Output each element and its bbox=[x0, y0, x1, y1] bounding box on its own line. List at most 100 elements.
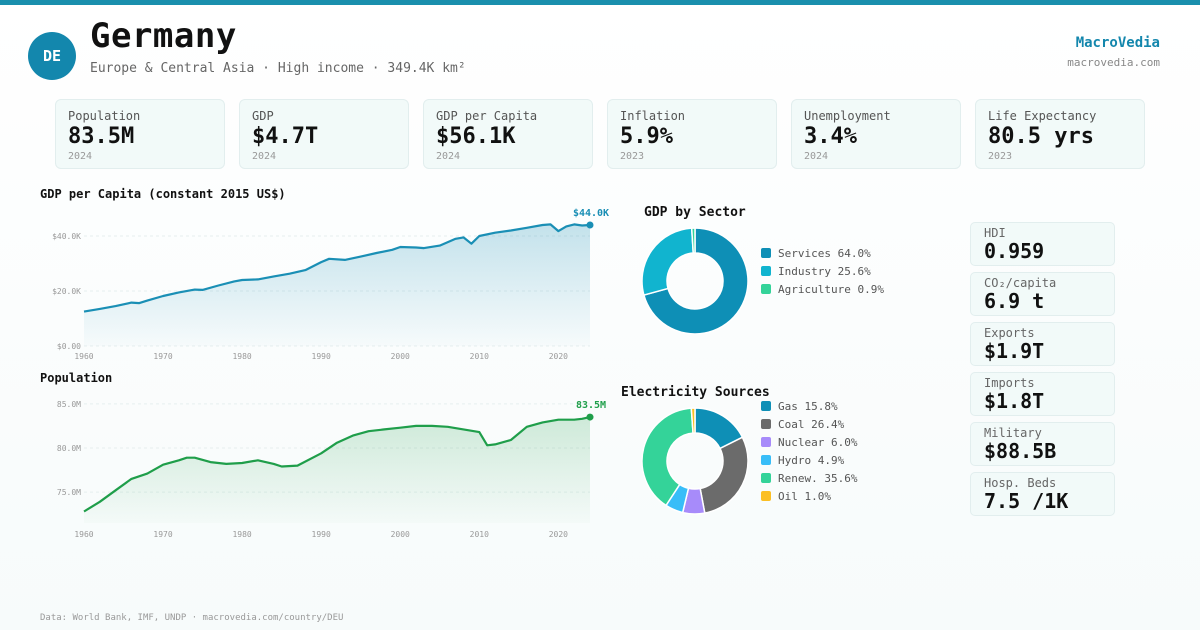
population-chart-title: Population bbox=[40, 371, 113, 385]
x-tick-label: 2010 bbox=[470, 352, 489, 361]
stat-value: $4.7T bbox=[252, 124, 319, 149]
indicator-label: HDI bbox=[984, 226, 1006, 240]
sector-legend: Services 64.0% Industry 25.6% Agriculture … bbox=[761, 244, 884, 298]
x-tick-label: 1960 bbox=[74, 352, 93, 361]
legend-swatch bbox=[761, 419, 771, 429]
indicator-label: Exports bbox=[984, 326, 1035, 340]
legend-item: Coal 26.4% bbox=[761, 415, 857, 433]
legend-label: Coal 26.4% bbox=[778, 417, 845, 431]
stat-card-inflation: Inflation 5.9% 2023 bbox=[607, 99, 777, 169]
legend-item: Services 64.0% bbox=[761, 244, 884, 262]
stat-value: 83.5M bbox=[68, 124, 135, 149]
legend-swatch bbox=[761, 437, 771, 447]
stat-year: 2024 bbox=[252, 151, 277, 162]
legend-swatch bbox=[761, 248, 771, 258]
page-title: Germany bbox=[90, 16, 237, 56]
donut-slice[interactable] bbox=[690, 227, 696, 254]
series-end-label: $44.0K bbox=[573, 208, 609, 219]
x-tick-label: 2000 bbox=[391, 352, 410, 361]
stat-label: GDP per Capita bbox=[436, 109, 538, 123]
stat-value: 5.9% bbox=[620, 124, 673, 149]
x-tick-label: 1990 bbox=[312, 352, 331, 361]
stat-year: 2023 bbox=[988, 151, 1013, 162]
legend-item: Agriculture 0.9% bbox=[761, 280, 884, 298]
stat-cards: Population 83.5M 2024 GDP $4.7T 2024 GDP… bbox=[55, 99, 1145, 171]
y-tick-label: $40.0K bbox=[52, 232, 81, 241]
series-end-point bbox=[586, 221, 594, 229]
donut-slice[interactable] bbox=[690, 407, 696, 434]
legend-label: Industry 25.6% bbox=[778, 264, 871, 278]
series-area bbox=[84, 224, 590, 346]
legend-item: Nuclear 6.0% bbox=[761, 433, 857, 451]
stat-year: 2024 bbox=[68, 151, 93, 162]
indicator-value: $1.8T bbox=[984, 389, 1045, 413]
country-code-badge: DE bbox=[28, 32, 76, 80]
population-chart: 75.0M 80.0M 85.0M 1960 1970 1980 1990 2000 2010 2… bbox=[57, 400, 606, 539]
x-tick-label: 2020 bbox=[549, 352, 568, 361]
legend-item: Hydro 4.9% bbox=[761, 451, 857, 469]
donut-slice[interactable] bbox=[641, 227, 695, 297]
legend-swatch bbox=[761, 284, 771, 294]
legend-swatch bbox=[761, 455, 771, 465]
legend-swatch bbox=[761, 266, 771, 276]
stat-year: 2024 bbox=[804, 151, 829, 162]
indicator-label: Military bbox=[984, 426, 1042, 440]
stat-label: Population bbox=[68, 109, 141, 123]
stat-card-unemployment: Unemployment 3.4% 2024 bbox=[791, 99, 961, 169]
donut-slice[interactable] bbox=[699, 436, 749, 514]
legend-label: Renew. 35.6% bbox=[778, 471, 858, 485]
stat-label: GDP bbox=[252, 109, 274, 123]
electricity-donut bbox=[641, 407, 749, 515]
series-area bbox=[84, 417, 590, 523]
stat-value: $56.1K bbox=[436, 124, 516, 149]
stat-card-gdp: GDP $4.7T 2024 bbox=[239, 99, 409, 169]
indicator-card-military: Military $88.5B bbox=[970, 422, 1115, 466]
legend-swatch bbox=[761, 473, 771, 483]
y-tick-label: $0.00 bbox=[57, 342, 81, 351]
legend-label: Gas 15.8% bbox=[778, 399, 838, 413]
gdp-sector-donut bbox=[641, 227, 749, 335]
x-tick-label: 1960 bbox=[74, 530, 93, 539]
gdp-chart-title: GDP per Capita (constant 2015 US$) bbox=[40, 187, 286, 201]
electricity-chart-title: Electricity Sources bbox=[621, 385, 770, 400]
indicator-card-hdi: HDI 0.959 bbox=[970, 222, 1115, 266]
stat-card-life-expectancy: Life Expectancy 80.5 yrs 2023 bbox=[975, 99, 1145, 169]
stat-label: Unemployment bbox=[804, 109, 891, 123]
donut-slice[interactable] bbox=[642, 227, 749, 335]
x-tick-label: 1980 bbox=[232, 530, 251, 539]
x-tick-label: 1970 bbox=[153, 530, 172, 539]
donut-slice[interactable] bbox=[641, 407, 694, 507]
stat-value: 80.5 yrs bbox=[988, 124, 1094, 149]
gdp-per-capita-chart: $0.00 $20.0K $40.0K 1960 1970 1980 1990 2000 201… bbox=[52, 208, 609, 361]
stat-card-population: Population 83.5M 2024 bbox=[55, 99, 225, 169]
indicator-value: 6.9 t bbox=[984, 289, 1045, 313]
indicator-label: CO₂/capita bbox=[984, 276, 1057, 290]
brand-block: MacroVedia macrovedia.com bbox=[1067, 35, 1160, 69]
series-line bbox=[83, 223, 591, 313]
y-tick-label: 80.0M bbox=[57, 444, 81, 453]
legend-label: Nuclear 6.0% bbox=[778, 435, 858, 449]
legend-label: Agriculture 0.9% bbox=[778, 282, 884, 296]
series-end-point bbox=[586, 413, 594, 421]
brand-url: macrovedia.com bbox=[1067, 56, 1160, 69]
footer-source: Data: World Bank, IMF, UNDP · macrovedia… bbox=[40, 613, 344, 623]
sector-chart-title: GDP by Sector bbox=[644, 205, 746, 220]
legend-label: Hydro 4.9% bbox=[778, 453, 845, 467]
indicator-value: $1.9T bbox=[984, 339, 1045, 363]
legend-swatch bbox=[761, 401, 771, 411]
brand-name-link[interactable]: MacroVedia bbox=[1075, 35, 1160, 51]
indicator-label: Imports bbox=[984, 376, 1035, 390]
stat-card-gdp-per-capita: GDP per Capita $56.1K 2024 bbox=[423, 99, 593, 169]
legend-label: Oil 1.0% bbox=[778, 489, 831, 503]
y-tick-label: 75.0M bbox=[57, 488, 81, 497]
electricity-legend: Gas 15.8% Coal 26.4% Nuclear 6.0% Hydro 4.9… bbox=[761, 397, 857, 505]
y-tick-label: $20.0K bbox=[52, 287, 81, 296]
stat-label: Life Expectancy bbox=[988, 109, 1097, 123]
indicator-label: Hosp. Beds bbox=[984, 476, 1057, 490]
indicator-value: 0.959 bbox=[984, 239, 1045, 263]
x-tick-label: 2020 bbox=[549, 530, 568, 539]
indicator-value: 7.5 /1K bbox=[984, 489, 1069, 513]
indicator-card-hospital-beds: Hosp. Beds 7.5 /1K bbox=[970, 472, 1115, 516]
stat-label: Inflation bbox=[620, 109, 686, 123]
x-tick-label: 2010 bbox=[470, 530, 489, 539]
